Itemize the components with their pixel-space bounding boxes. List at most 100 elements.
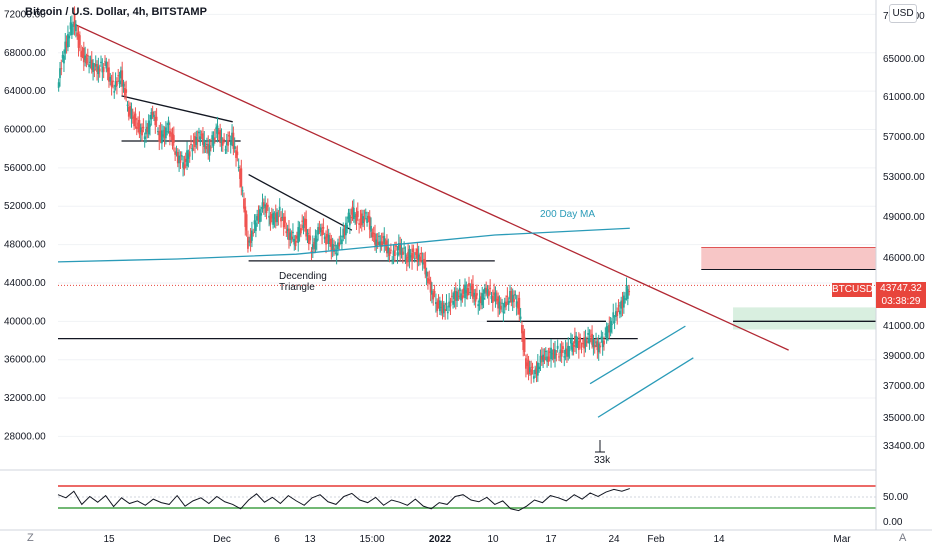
candle-body [366,217,368,223]
candle-body [203,139,206,148]
candle-body [576,342,579,345]
candle-body [157,131,159,133]
candle-body [117,75,120,77]
candle-body [530,369,533,376]
candle-body [495,298,498,301]
candle-body [489,287,492,289]
candle-body [80,51,83,57]
candle-body [370,225,372,232]
candle-body [311,244,314,250]
auto-scale-button[interactable]: A [899,532,907,544]
candle-body [273,217,276,220]
ma200-label: 200 Day MA [540,209,595,220]
candle-body [551,353,554,355]
candle-body [207,143,210,154]
candle-body [428,279,431,281]
candle-body [552,349,555,359]
candle-body [519,316,522,319]
right-axis-tick: 61000.00 [883,92,925,103]
left-axis-tick: 72000.00 [4,9,46,20]
candle-body [624,298,627,300]
red-zone [701,247,876,270]
price-candles [57,6,631,384]
x-axis-tick: 15:00 [359,534,384,545]
candle-body [433,291,436,294]
candle-body [323,236,326,240]
candle-body [88,64,91,68]
candle-body [379,241,382,247]
left-axis-tick: 32000.00 [4,393,46,404]
rsi-pane: 50.00 0.00 [57,485,908,528]
candle-body [436,302,439,311]
candle-body [145,128,147,135]
candle-body [321,229,323,236]
candle-body [599,345,601,348]
chart-title: Bitcoin / U.S. Dollar, 4h, BITSTAMP [25,6,207,18]
chart-grid [58,13,876,437]
zoom-reset-button[interactable]: Z [27,532,34,544]
left-axis-tick: 64000.00 [4,86,46,97]
candle-body [603,340,605,345]
candle-body [159,130,162,137]
candle-body [289,232,292,241]
last-price-box: 43747.32 03:38:29 [876,282,926,308]
x-axis-tick: 13 [304,534,316,545]
candle-body [452,301,455,305]
candle-body [554,349,556,359]
candle-body [204,145,207,150]
candle-body [81,50,84,55]
candle-body [461,295,464,299]
candle-body [225,140,228,146]
candle-body [302,224,305,229]
candle-body [383,235,386,245]
right-axis-tick: 46000.00 [883,253,925,264]
candle-body [434,302,437,304]
left-axis-tick: 68000.00 [4,48,46,59]
candle-body [67,34,69,48]
candle-body [356,211,359,217]
currency-button[interactable]: USD [889,4,917,23]
candle-body [125,89,128,93]
candle-body [386,240,388,254]
candle-body [143,136,146,140]
candle-body [546,356,548,362]
candle-body [522,331,525,351]
price-zones [701,246,876,330]
candle-body [404,254,407,261]
candle-body [330,238,333,251]
candle-body [482,297,485,300]
candle-body [184,158,187,162]
candle-body [396,252,399,256]
candle-body [137,122,139,127]
candle-body [405,257,408,263]
triangle-top [248,173,353,231]
candle-body [364,212,367,214]
candle-body [499,305,502,310]
candle-body [460,293,462,301]
candle-body [498,301,501,309]
candle-body [501,302,503,304]
candle-body [231,132,233,140]
candle-body [571,342,574,352]
candle-body [562,346,564,350]
candle-body [338,242,341,247]
candle-body [462,288,465,294]
symbol-tag: BTCUSD [832,283,874,297]
candle-body [600,336,603,339]
candle-body [233,146,236,149]
candle-body [236,151,239,156]
candle-body [268,215,271,218]
candle-body [256,216,259,221]
candle-body [363,218,366,222]
candle-body [127,106,130,117]
x-axis-tick: 15 [103,534,115,545]
right-axis-tick: 33400.00 [883,441,925,452]
candle-body [523,337,526,352]
candle-body [450,295,453,297]
candle-body [326,233,329,238]
candle-body [510,291,513,303]
candle-body [272,212,274,225]
candle-body [170,132,173,134]
candle-body [77,33,80,48]
